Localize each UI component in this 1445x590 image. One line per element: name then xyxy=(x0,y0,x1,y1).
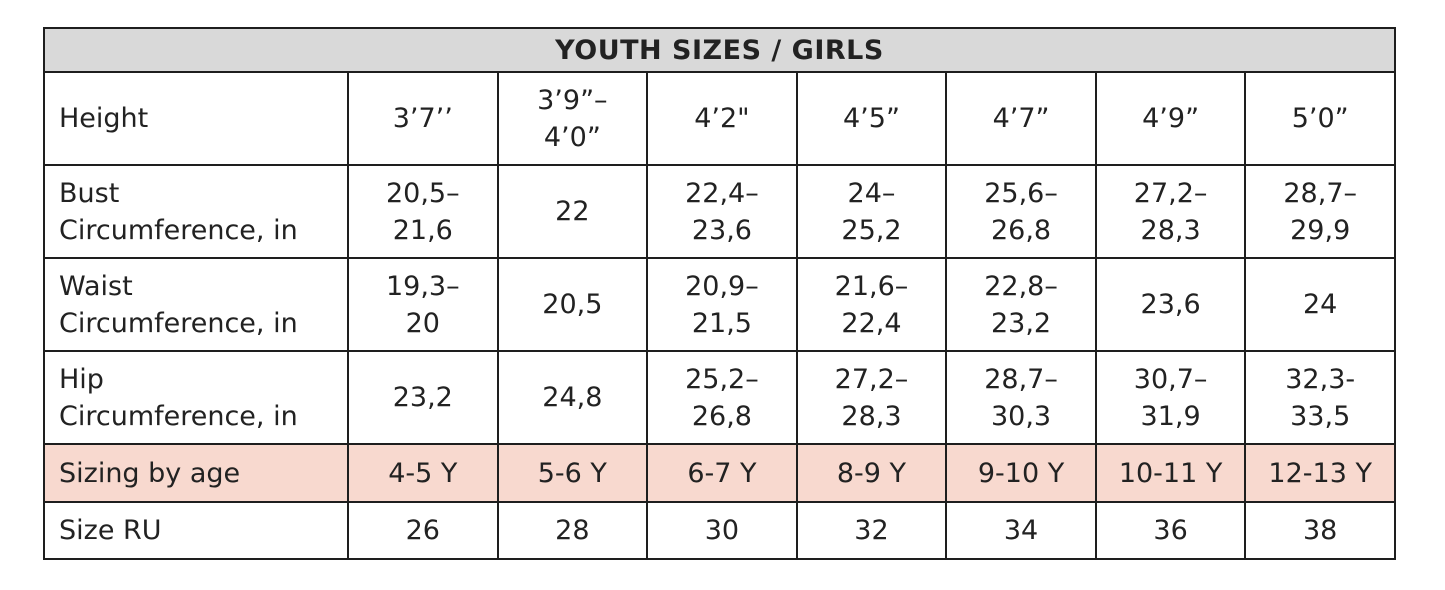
cell: 5’0” xyxy=(1244,71,1396,166)
cell: 26 xyxy=(347,501,499,560)
table-title: YOUTH SIZES / GIRLS xyxy=(43,27,1396,73)
row-label: Hip Circumference, in xyxy=(43,350,349,445)
cell: 20,9– 21,5 xyxy=(646,257,798,352)
cell: 6-7 Y xyxy=(646,443,798,503)
cell: 19,3– 20 xyxy=(347,257,499,352)
cell: 32,3- 33,5 xyxy=(1244,350,1396,445)
size-table-container: YOUTH SIZES / GIRLS Height 3’7’’ 3’9”– 4’0… xyxy=(43,27,1396,560)
cell: 25,6– 26,8 xyxy=(945,164,1097,259)
cell: 38 xyxy=(1244,501,1396,560)
row-label: Bust Circumference, in xyxy=(43,164,349,259)
cell: 22 xyxy=(496,164,649,259)
cell: 23,6 xyxy=(1094,257,1247,352)
cell: 25,2– 26,8 xyxy=(646,350,798,445)
cell: 4-5 Y xyxy=(347,443,499,503)
cell: 27,2– 28,3 xyxy=(1094,164,1247,259)
cell: 4’5” xyxy=(795,71,948,166)
cell: 28,7– 30,3 xyxy=(945,350,1097,445)
cell: 4’9” xyxy=(1094,71,1247,166)
cell: 20,5– 21,6 xyxy=(347,164,499,259)
cell: 10-11 Y xyxy=(1094,443,1247,503)
cell: 28,7– 29,9 xyxy=(1244,164,1396,259)
cell: 9-10 Y xyxy=(945,443,1097,503)
cell: 23,2 xyxy=(347,350,499,445)
cell: 5-6 Y xyxy=(496,443,649,503)
cell: 12-13 Y xyxy=(1244,443,1396,503)
cell: 24,8 xyxy=(496,350,649,445)
cell: 24 xyxy=(1244,257,1396,352)
cell: 3’7’’ xyxy=(347,71,499,166)
cell: 28 xyxy=(496,501,649,560)
title-row: YOUTH SIZES / GIRLS xyxy=(43,27,1396,73)
row-label: Size RU xyxy=(43,501,349,560)
cell: 24– 25,2 xyxy=(795,164,948,259)
cell: 30,7– 31,9 xyxy=(1094,350,1247,445)
table-row: Height 3’7’’ 3’9”– 4’0” 4’2" 4’5” 4’7” 4’9” 5’0… xyxy=(43,71,1396,166)
size-table: YOUTH SIZES / GIRLS Height 3’7’’ 3’9”– 4’0… xyxy=(43,27,1396,560)
cell: 3’9”– 4’0” xyxy=(496,71,649,166)
cell: 22,4– 23,6 xyxy=(646,164,798,259)
cell: 36 xyxy=(1094,501,1247,560)
cell: 22,8– 23,2 xyxy=(945,257,1097,352)
table-row: Size RU 26 28 30 32 34 36 38 xyxy=(43,501,1396,560)
cell: 32 xyxy=(795,501,948,560)
row-label: Sizing by age xyxy=(43,443,349,503)
cell: 8-9 Y xyxy=(795,443,948,503)
cell: 34 xyxy=(945,501,1097,560)
row-label: Height xyxy=(43,71,349,166)
cell: 30 xyxy=(646,501,798,560)
cell: 20,5 xyxy=(496,257,649,352)
row-label: Waist Circumference, in xyxy=(43,257,349,352)
cell: 4’7” xyxy=(945,71,1097,166)
cell: 21,6– 22,4 xyxy=(795,257,948,352)
table-body: Height 3’7’’ 3’9”– 4’0” 4’2" 4’5” 4’7” 4’9” 5’0… xyxy=(43,71,1396,560)
table-row: Hip Circumference, in 23,2 24,8 25,2– 26,8 2… xyxy=(43,350,1396,445)
cell: 27,2– 28,3 xyxy=(795,350,948,445)
table-row: Bust Circumference, in 20,5– 21,6 22 22,4– … xyxy=(43,164,1396,259)
table-row: Waist Circumference, in 19,3– 20 20,5 20,9–… xyxy=(43,257,1396,352)
cell: 4’2" xyxy=(646,71,798,166)
